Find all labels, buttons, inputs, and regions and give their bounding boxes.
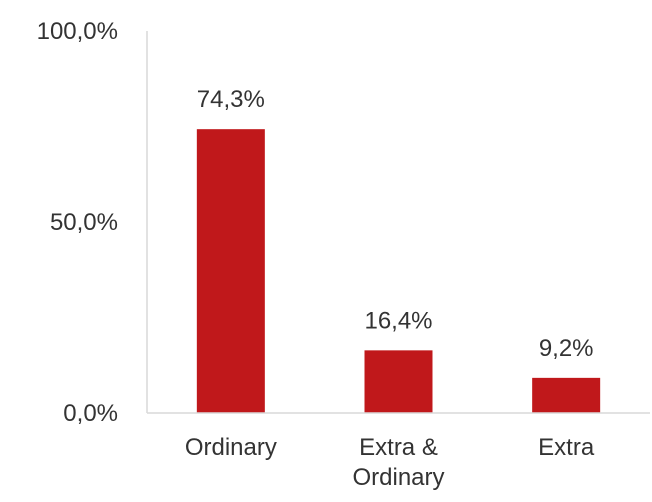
x-category-label: Extra & Ordinary: [352, 434, 444, 491]
bars: [196, 129, 601, 413]
x-category-label: Extra: [538, 434, 595, 461]
x-category-line: Extra &: [359, 434, 438, 461]
y-axis: 0,0% 50,0% 100,0%: [37, 18, 148, 427]
y-tick-label: 50,0%: [50, 209, 118, 236]
data-label: 74,3%: [197, 86, 265, 113]
x-category-line: Extra: [538, 434, 595, 461]
bar: [196, 129, 265, 413]
bar: [532, 377, 601, 413]
x-axis: Ordinary Extra & Ordinary Extra: [147, 412, 650, 491]
x-category-line: Ordinary: [185, 434, 277, 461]
data-label: 9,2%: [539, 335, 594, 362]
bar: [364, 350, 433, 413]
data-labels: 74,3% 16,4% 9,2%: [197, 86, 594, 362]
x-category-label: Ordinary: [185, 434, 277, 461]
y-tick-label: 0,0%: [63, 400, 118, 427]
x-category-line: Ordinary: [352, 464, 444, 491]
y-tick-label: 100,0%: [37, 18, 118, 45]
data-label: 16,4%: [364, 307, 432, 334]
